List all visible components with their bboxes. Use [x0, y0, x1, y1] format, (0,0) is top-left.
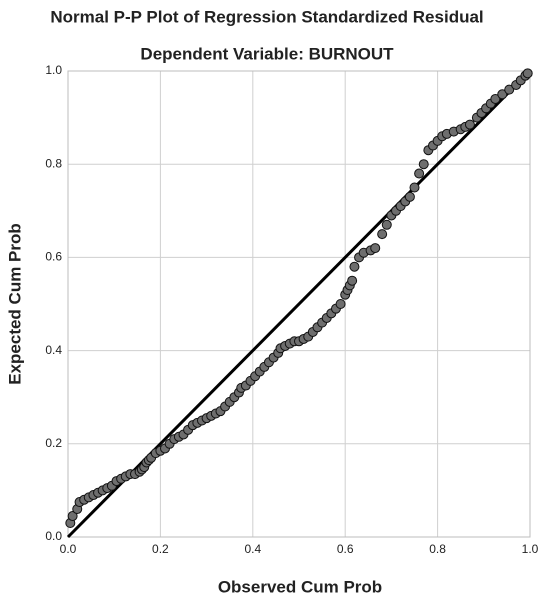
chart-title: Normal P-P Plot of Regression Standardiz… — [50, 7, 483, 26]
x-axis-title: Observed Cum Prob — [218, 577, 382, 596]
point — [67, 511, 78, 522]
y-tick-label: 0.2 — [45, 436, 62, 450]
point — [464, 119, 475, 130]
point — [497, 89, 508, 100]
point — [349, 261, 360, 272]
x-tick-label: 1.0 — [522, 542, 539, 556]
x-tick-label: 0.8 — [429, 542, 446, 556]
x-tick-label: 0.0 — [60, 542, 77, 556]
chart-subtitle: Dependent Variable: BURNOUT — [140, 44, 394, 63]
point — [490, 93, 501, 104]
point — [418, 159, 429, 170]
point — [370, 243, 381, 254]
y-tick-label: 0.0 — [45, 529, 62, 543]
plot-frame — [67, 70, 531, 538]
y-tick-label: 0.8 — [45, 156, 62, 170]
point — [381, 219, 392, 230]
y-tick-label: 0.6 — [45, 250, 62, 264]
point — [347, 275, 358, 286]
point — [377, 229, 388, 240]
x-tick-label: 0.6 — [337, 542, 354, 556]
point — [335, 299, 346, 309]
x-tick-label: 0.4 — [244, 542, 261, 556]
point — [504, 84, 515, 95]
y-tick-label: 1.0 — [45, 63, 62, 77]
y-axis-title: Expected Cum Prob — [5, 223, 24, 385]
point — [522, 68, 533, 79]
x-tick-label: 0.2 — [152, 542, 169, 556]
point — [409, 182, 420, 193]
point — [414, 168, 425, 179]
point — [404, 191, 415, 202]
y-tick-label: 0.4 — [45, 343, 62, 357]
